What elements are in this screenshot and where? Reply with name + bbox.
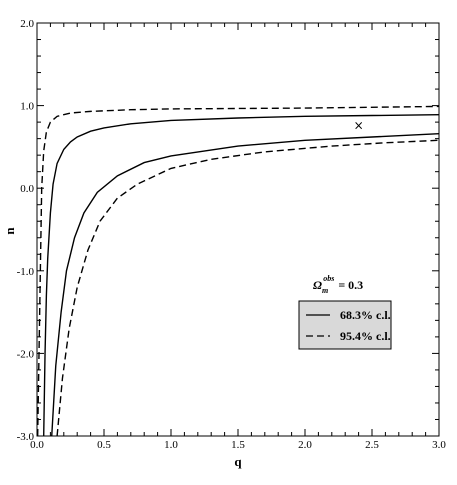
marker-x: × [354, 118, 364, 132]
omega-superscript: obs [323, 274, 334, 283]
y-tick-label: 1.0 [20, 101, 34, 113]
omega-symbol: Ω [313, 278, 322, 292]
y-tick-label: -2.0 [17, 348, 35, 360]
contour-line-dashed-2 [36, 105, 440, 437]
y-axis-title: n [2, 227, 17, 235]
x-tick-label: 3.0 [432, 439, 446, 451]
tick-group: 0.0 0.5 1.0 1.5 2.0 2.5 3.0 -3.0 -2.0 -1.0 0.0 1.0 2… [17, 18, 447, 451]
legend: 68.3% c.l. 95.4% c.l. [298, 300, 392, 350]
y-tick-label: -1.0 [17, 266, 35, 278]
x-tick-label: 1.5 [231, 439, 245, 451]
y-tick-label: -3.0 [17, 431, 35, 443]
x-axis-title: q [234, 454, 242, 469]
x-tick-label: 2.0 [298, 439, 312, 451]
omega-subscript: m [322, 286, 328, 295]
y-tick-label: 2.0 [20, 18, 34, 30]
series-group [36, 105, 440, 437]
x-tick-label: 0.5 [97, 439, 111, 451]
x-tick-label: 0.0 [30, 439, 44, 451]
contour-line-dashed-3 [56, 139, 440, 437]
contour-line-solid-1 [51, 132, 440, 437]
legend-label-95: 95.4% c.l. [340, 329, 391, 343]
omega-value: = 0.3 [338, 278, 363, 292]
x-tick-label: 1.0 [164, 439, 178, 451]
x-tick-label: 2.5 [365, 439, 379, 451]
plot-frame [36, 22, 440, 437]
omega-annotation: Ωm obs = 0.3 [313, 274, 363, 295]
legend-label-68: 68.3% c.l. [340, 308, 391, 322]
y-tick-label: 0.0 [20, 183, 34, 195]
legend-box [298, 300, 392, 350]
contour-line-solid-0 [43, 113, 440, 437]
